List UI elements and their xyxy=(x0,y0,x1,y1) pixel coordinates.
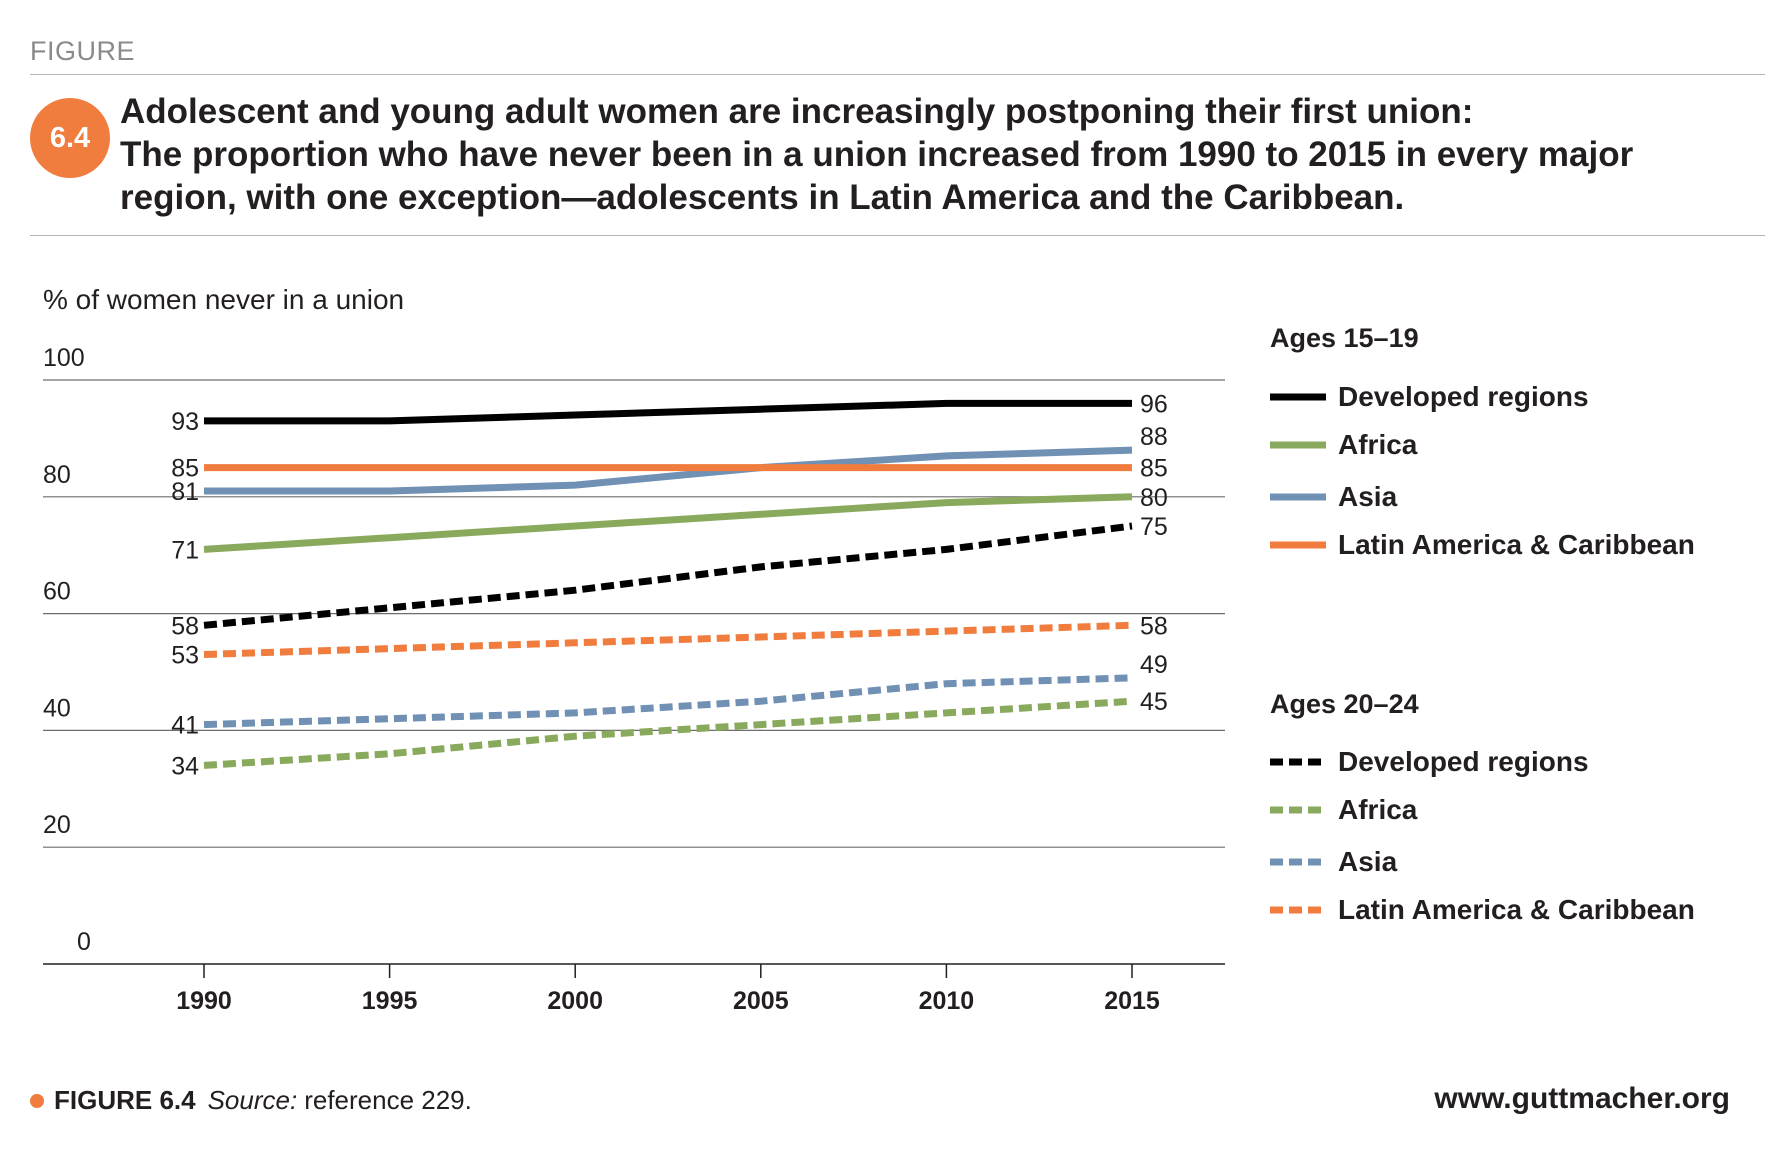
figure-label: FIGURE xyxy=(30,36,136,66)
footer-figure-ref: FIGURE 6.4 xyxy=(54,1085,196,1115)
figure-footer: FIGURE 6.4 Source: reference 229. xyxy=(30,1085,472,1116)
legend-label-ages-15-19-latin-america-caribbean: Latin America & Caribbean xyxy=(1338,529,1695,560)
start-label-ages-15-19-africa: 71 xyxy=(171,536,199,564)
y-tick-label-20: 20 xyxy=(43,811,71,839)
x-tick-label-2005: 2005 xyxy=(733,987,789,1015)
legend-label-ages-20-24-latin-america-caribbean: Latin America & Caribbean xyxy=(1338,894,1695,925)
start-label-ages-20-24-asia: 41 xyxy=(171,712,199,740)
x-tick-label-2010: 2010 xyxy=(919,987,975,1015)
start-label-ages-20-24-africa: 34 xyxy=(171,752,199,780)
series-line-ages-20-24-asia xyxy=(203,674,1133,729)
legend-label-ages-15-19-africa: Africa xyxy=(1338,429,1418,460)
start-label-ages-15-19-latin-america-caribbean: 85 xyxy=(171,455,199,483)
start-label-ages-15-19-asia: 81 xyxy=(171,478,199,506)
series-line-ages-15-19-developed-regions xyxy=(204,399,1132,425)
y-tick-label-100: 100 xyxy=(43,344,85,372)
legend-label-ages-15-19-asia: Asia xyxy=(1338,481,1398,512)
start-label-ages-20-24-latin-america-caribbean: 53 xyxy=(171,641,199,669)
start-label-ages-15-19-developed-regions: 93 xyxy=(171,408,199,436)
series-line-ages-15-19-africa xyxy=(203,493,1133,553)
x-tick-label-2015: 2015 xyxy=(1104,987,1160,1015)
title-line-3: region, with one exception—adolescents i… xyxy=(120,178,1405,217)
x-tick-label-2000: 2000 xyxy=(547,987,603,1015)
end-label-ages-20-24-latin-america-caribbean: 58 xyxy=(1140,612,1168,640)
footer-source-label: Source: xyxy=(207,1085,298,1115)
x-tick-label-1990: 1990 xyxy=(176,987,232,1015)
figure-title: Adolescent and young adult women are inc… xyxy=(120,90,1770,219)
series-line-ages-15-19-asia xyxy=(204,446,1133,495)
website-link[interactable]: www.guttmacher.org xyxy=(1434,1082,1730,1115)
series-line-ages-20-24-latin-america-caribbean xyxy=(203,621,1133,658)
legend-title-ages-15-19: Ages 15–19 xyxy=(1270,323,1419,353)
end-label-ages-15-19-developed-regions: 96 xyxy=(1140,390,1168,418)
end-label-ages-15-19-latin-america-caribbean: 85 xyxy=(1140,455,1168,483)
end-label-ages-20-24-africa: 45 xyxy=(1140,688,1168,716)
x-tick-label-1995: 1995 xyxy=(362,987,418,1015)
y-tick-label-0: 0 xyxy=(77,928,91,956)
end-label-ages-20-24-asia: 49 xyxy=(1140,651,1168,679)
end-label-ages-15-19-asia: 88 xyxy=(1140,423,1168,451)
series-line-ages-20-24-africa xyxy=(203,697,1133,769)
y-tick-label-40: 40 xyxy=(43,694,71,722)
title-line-2: The proportion who have never been in a … xyxy=(120,135,1634,174)
legend-title-ages-20-24: Ages 20–24 xyxy=(1270,689,1419,719)
top-rule xyxy=(30,74,1765,75)
end-label-ages-15-19-africa: 80 xyxy=(1140,484,1168,512)
series-line-ages-20-24-developed-regions xyxy=(203,522,1133,629)
legend-label-ages-15-19-developed-regions: Developed regions xyxy=(1338,381,1589,412)
legend-label-ages-20-24-developed-regions: Developed regions xyxy=(1338,746,1589,777)
y-tick-label-80: 80 xyxy=(43,461,71,489)
legend-label-ages-20-24-asia: Asia xyxy=(1338,846,1398,877)
start-label-ages-20-24-developed-regions: 58 xyxy=(171,612,199,640)
y-tick-label-60: 60 xyxy=(43,578,71,606)
legend-label-ages-20-24-africa: Africa xyxy=(1338,794,1418,825)
title-rule xyxy=(30,235,1765,236)
title-line-1: Adolescent and young adult women are inc… xyxy=(120,92,1474,131)
end-label-ages-20-24-developed-regions: 75 xyxy=(1140,513,1168,541)
bullet-icon xyxy=(30,1093,44,1108)
figure-number-badge: 6.4 xyxy=(30,98,110,178)
footer-source-text: reference 229. xyxy=(304,1085,472,1115)
y-axis-label: % of women never in a union xyxy=(43,284,404,315)
